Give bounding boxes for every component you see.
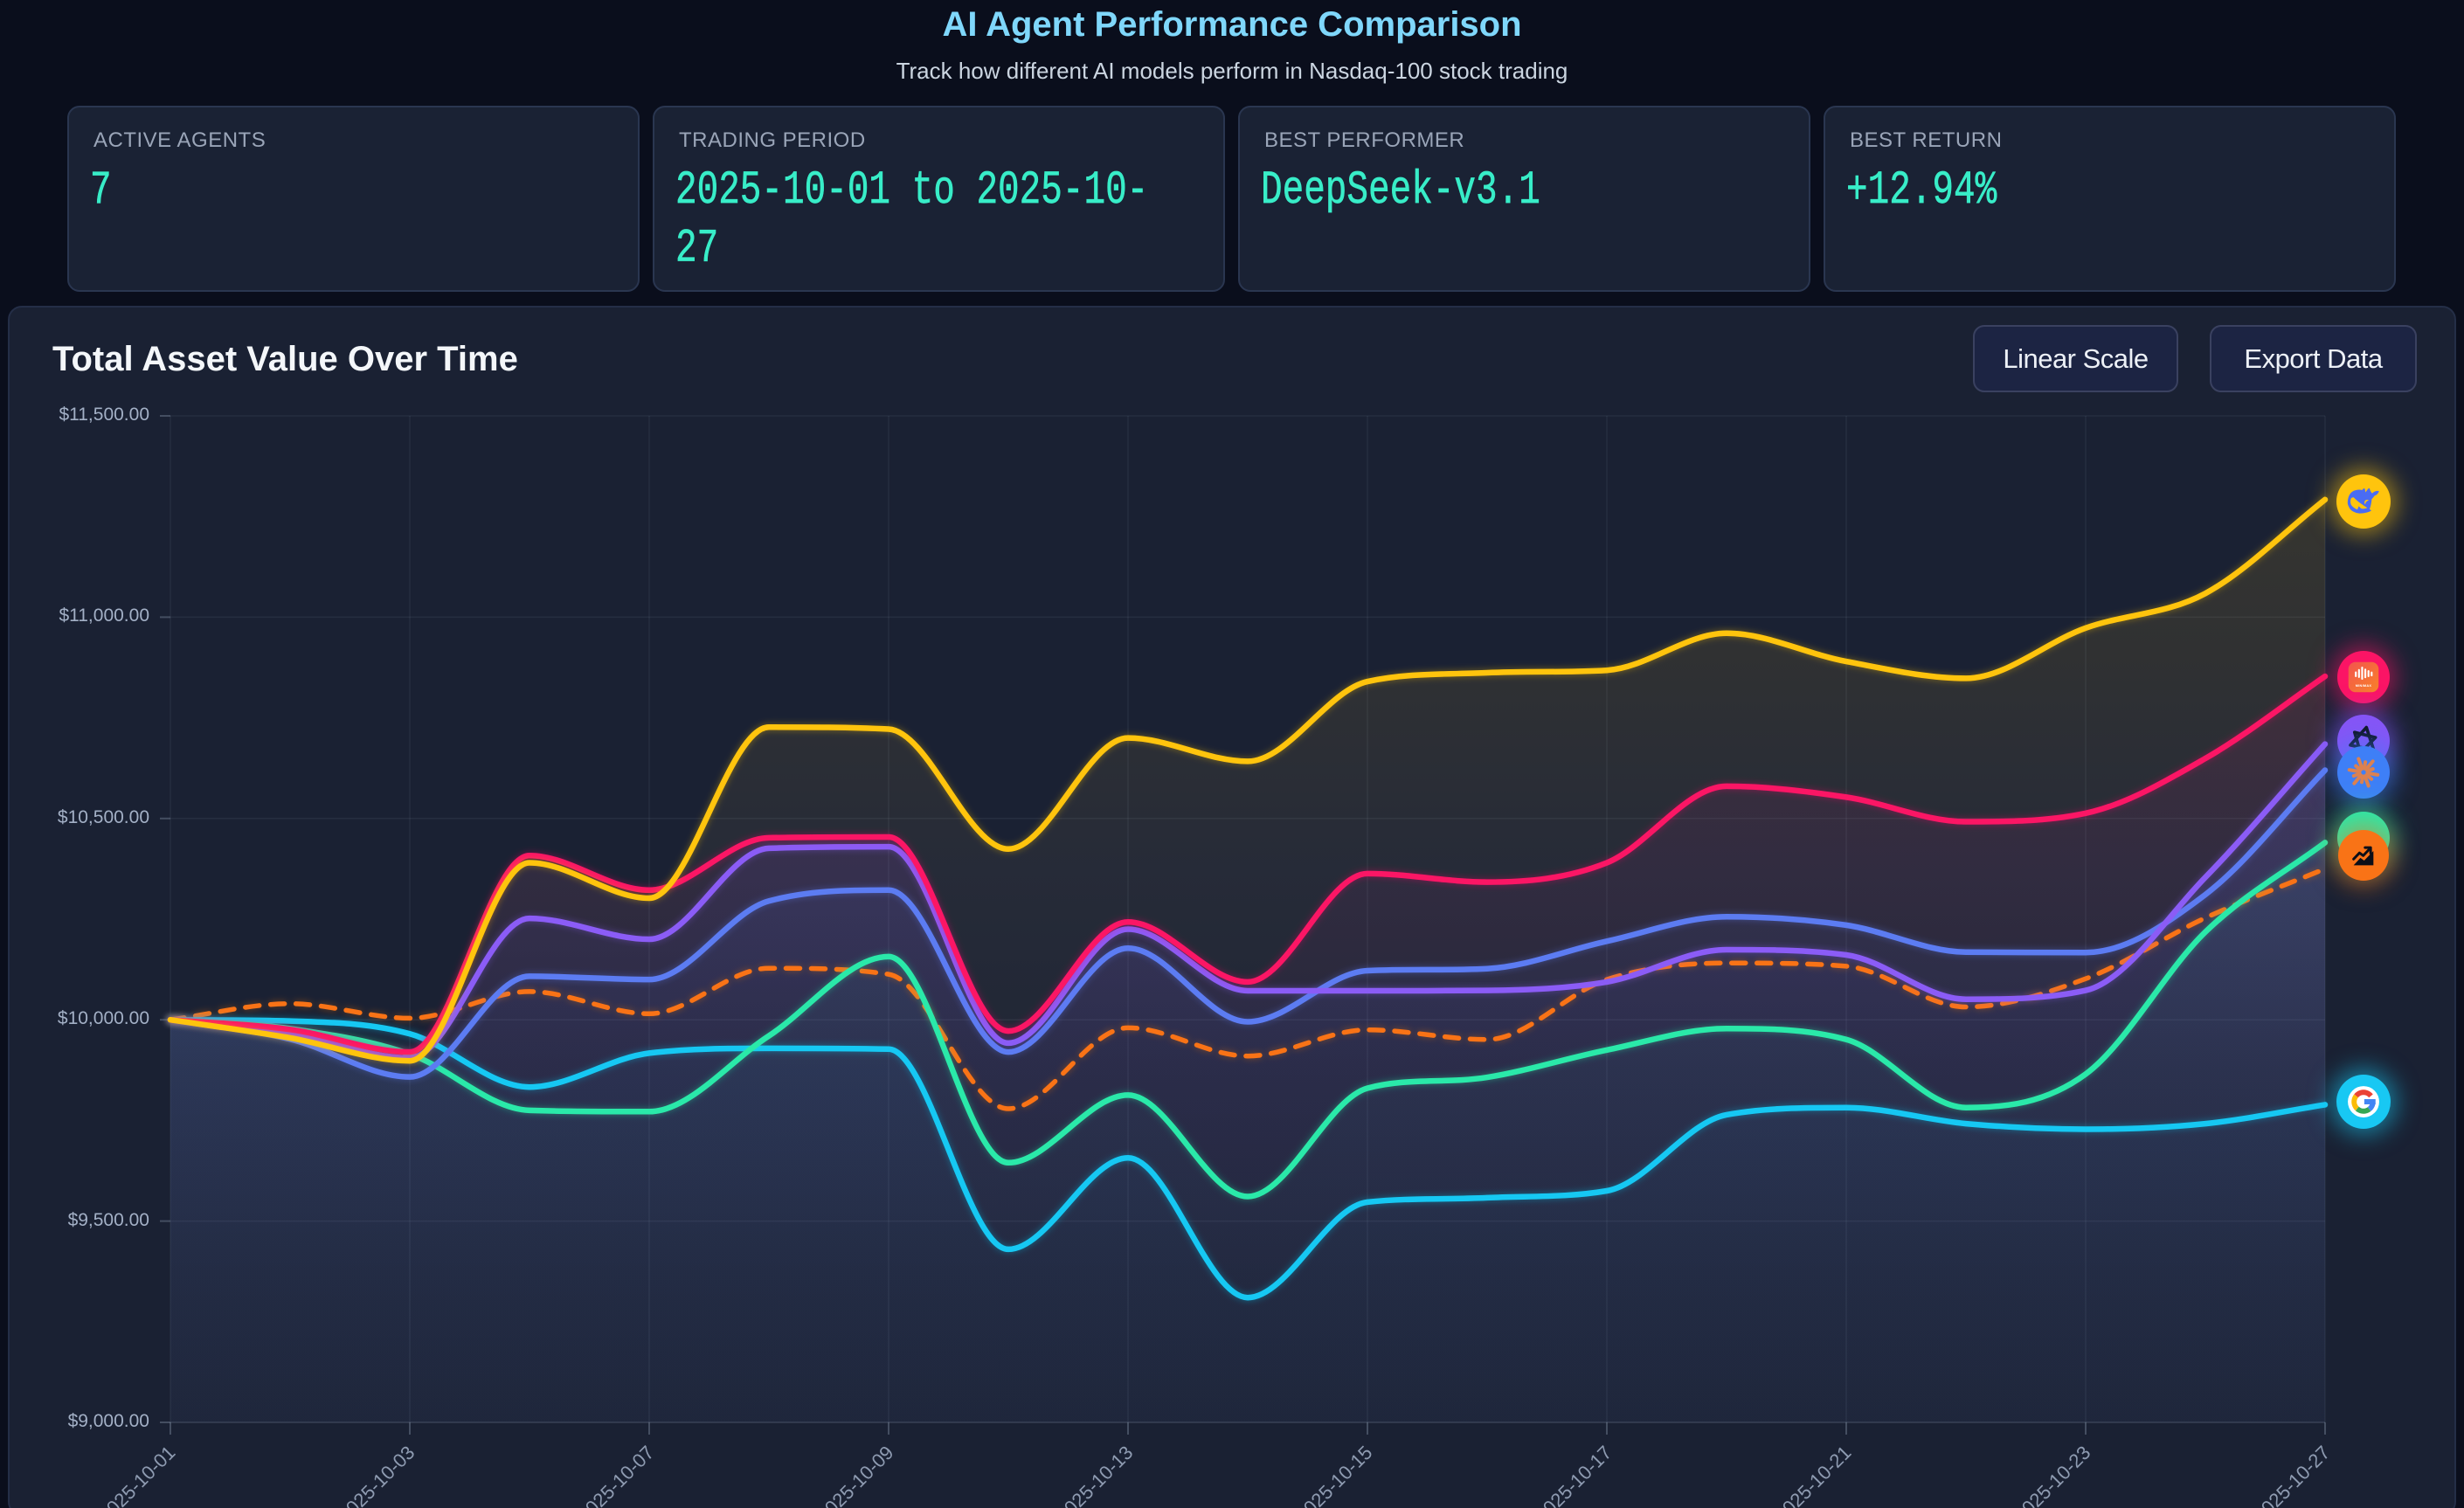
svg-text:MINIMAX: MINIMAX [2356,683,2372,688]
